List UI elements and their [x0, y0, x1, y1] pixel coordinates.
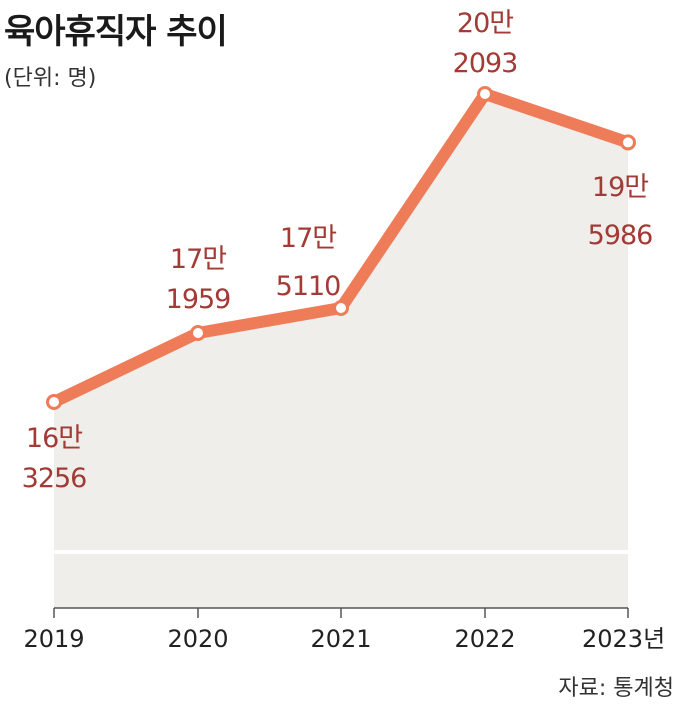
data-point-2: [333, 299, 349, 316]
area-fill: [54, 94, 628, 608]
source-label: 자료: 통계청: [558, 676, 674, 701]
data-label-4-top: 19만: [592, 172, 648, 203]
data-label-4-bottom: 5986: [588, 220, 653, 251]
data-point-1: [190, 324, 206, 341]
x-tick-label-3: 2022: [454, 625, 515, 653]
x-tick-label-0: 2019: [23, 625, 84, 653]
data-label-0-bottom: 3256: [22, 463, 87, 494]
data-label-1-bottom: 1959: [166, 284, 231, 315]
data-label-1-top: 17만: [170, 244, 226, 275]
data-label-3-top: 20만: [457, 8, 513, 39]
data-label-2-bottom: 5110: [276, 271, 341, 302]
x-tick-label-4: 2023년: [582, 625, 665, 653]
data-point-4: [620, 134, 636, 151]
data-label-3-bottom: 2093: [453, 48, 518, 79]
x-tick-label-2: 2021: [310, 625, 371, 653]
chart-title: 육아휴직자 추이: [4, 12, 228, 52]
data-point-0: [46, 394, 62, 410]
data-label-2-top: 17만: [280, 223, 336, 254]
x-tick-label-1: 2020: [167, 625, 228, 653]
data-label-0-top: 16만: [26, 423, 82, 454]
unit-label: (단위: 명): [4, 66, 97, 91]
data-point-3: [477, 86, 493, 102]
